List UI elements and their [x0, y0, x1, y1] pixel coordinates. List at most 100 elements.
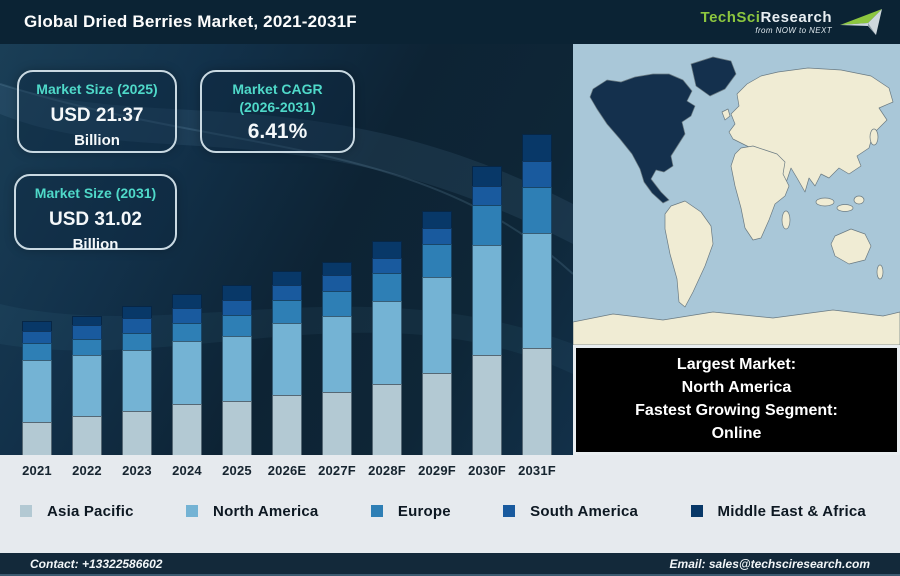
bar-segment-2030F-asia-pacific: [472, 355, 502, 455]
market-cagr-label-line2: (2026-2031): [239, 98, 316, 115]
market-cagr-box: Market CAGR (2026-2031) 6.41%: [200, 70, 355, 153]
bar-segment-2030F-europe: [472, 205, 502, 245]
bar-segment-2031F-north-america: [522, 233, 552, 348]
bar-segment-2025-europe: [222, 315, 252, 336]
bar-segment-2022-asia-pacific: [72, 416, 102, 455]
map-region-antarctica: [573, 309, 900, 345]
bar-cell-2030F: [462, 44, 512, 455]
bar-segment-2028F-north-america: [372, 301, 402, 384]
x-axis-label-2030F: 2030F: [468, 463, 506, 478]
stacked-bar-2028F: [372, 241, 402, 455]
market-size-2025-value: USD 21.37: [50, 104, 144, 126]
bar-segment-2024-europe: [172, 323, 202, 341]
legend-swatch-icon: [186, 505, 199, 517]
bar-cell-2025: [212, 44, 262, 455]
chart-legend: Asia Pacific North America Europe South Ame…: [0, 485, 900, 537]
bar-segment-2023-europe: [122, 333, 152, 350]
bar-cell-2028F: [362, 44, 412, 455]
company-logo: TechSciResearch from NOW to NEXT: [701, 7, 890, 37]
header-bar: Global Dried Berries Market, 2021-2031F …: [0, 0, 900, 44]
stacked-bar-2031F: [522, 134, 552, 455]
stacked-bar-2029F: [422, 211, 452, 455]
market-size-2025-label: Market Size (2025): [36, 81, 158, 97]
bar-segment-2024-middle-east-africa: [172, 294, 202, 308]
bar-segment-2025-asia-pacific: [222, 401, 252, 455]
bar-segment-2021-middle-east-africa: [22, 321, 52, 331]
market-size-2031-label: Market Size (2031): [34, 185, 157, 201]
logo-brand-secondary: Research: [760, 8, 832, 26]
bar-segment-2021-asia-pacific: [22, 422, 52, 455]
logo-brand-primary: TechSci: [700, 8, 761, 26]
bar-segment-2023-north-america: [122, 350, 152, 411]
world-map-image: [573, 44, 900, 345]
bar-cell-2022: [62, 44, 112, 455]
bar-segment-2030F-south-america: [472, 186, 502, 205]
stacked-bar-2022: [72, 316, 102, 455]
contact-phone: Contact: +13322586602: [30, 556, 163, 571]
stacked-bar-2021: [22, 321, 52, 455]
logo-tagline: from NOW to NEXT: [755, 25, 832, 35]
bar-segment-2031F-europe: [522, 187, 552, 233]
logo-brand-text: TechSciResearch: [701, 10, 832, 25]
legend-item-middle-east-africa: Middle East & Africa: [690, 503, 866, 520]
contact-email: Email: sales@techsciresearch.com: [669, 556, 870, 571]
x-axis-label-2026E: 2026E: [267, 463, 307, 478]
bar-cell-2029F: [412, 44, 462, 455]
callout-fastest-segment-label: Fastest Growing Segment:: [635, 402, 838, 419]
map-region-madagascar: [781, 210, 791, 230]
bar-segment-2025-middle-east-africa: [222, 285, 252, 300]
stacked-bar-2027F: [322, 262, 352, 455]
market-cagr-value: 6.41%: [247, 120, 308, 143]
x-axis-label-2024: 2024: [172, 463, 202, 478]
bar-segment-2021-europe: [22, 343, 52, 360]
legend-label: Asia Pacific: [47, 502, 134, 520]
market-size-2031-value: USD 31.02: [49, 208, 142, 230]
legend-label: Europe: [397, 502, 451, 520]
bar-cell-2021: [12, 44, 62, 455]
bar-segment-2024-north-america: [172, 341, 202, 404]
x-axis-labels: 2021 2022 2023 2024 2025 2026E 2027F 2028F 2029F…: [12, 455, 573, 485]
legend-item-south-america: South America: [503, 503, 638, 520]
bar-segment-2029F-middle-east-africa: [422, 211, 452, 228]
bar-segment-2022-north-america: [72, 355, 102, 416]
bar-segment-2022-europe: [72, 339, 102, 355]
bar-segment-2025-south-america: [222, 300, 252, 315]
bar-cell-2023: [112, 44, 162, 455]
footer-bar: Contact: +13322586602 Email: sales@techs…: [0, 553, 900, 576]
legend-item-europe: Europe: [370, 502, 451, 520]
logo-arrow-icon: [840, 9, 882, 35]
callout-largest-market-value: North America: [681, 379, 792, 397]
bar-segment-2026E-south-america: [272, 285, 302, 300]
map-region-africa: [730, 145, 790, 241]
legend-item-north-america: North America: [186, 503, 318, 520]
map-region-japan: [869, 128, 879, 146]
legend-swatch-icon: [20, 505, 32, 517]
bar-segment-2028F-south-america: [372, 258, 402, 273]
stacked-bar-2030F: [472, 166, 502, 455]
market-cagr-label: Market CAGR (2026-2031): [202, 81, 353, 116]
bar-segment-2027F-south-america: [322, 275, 352, 291]
map-region-uk: [721, 108, 731, 121]
market-size-2025-unit: Billion: [74, 131, 120, 149]
world-map: [573, 44, 900, 345]
bar-segment-2028F-middle-east-africa: [372, 241, 402, 258]
market-size-2025-box: Market Size (2025) USD 21.37 Billion: [17, 70, 177, 153]
map-region-indonesia: [815, 197, 835, 207]
market-cagr-label-line1: Market CAGR: [232, 81, 323, 97]
market-size-2031-box: Market Size (2031) USD 31.02 Billion: [14, 174, 177, 253]
x-axis-label-2027F: 2027F: [318, 463, 356, 478]
page-title: Global Dried Berries Market, 2021-2031F: [24, 12, 357, 31]
bar-segment-2026E-middle-east-africa: [272, 271, 302, 285]
bar-segment-2028F-europe: [372, 273, 402, 301]
x-axis-label-2028F: 2028F: [368, 463, 406, 478]
bar-segment-2031F-asia-pacific: [522, 348, 552, 455]
bottom-strip: 2021 2022 2023 2024 2025 2026E 2027F 2028F 2029F…: [0, 455, 900, 553]
stacked-bar-2024: [172, 294, 202, 455]
bar-segment-2023-middle-east-africa: [122, 306, 152, 318]
bar-segment-2023-asia-pacific: [122, 411, 152, 455]
bar-segment-2030F-middle-east-africa: [472, 166, 502, 186]
map-region-south-america: [664, 200, 714, 308]
bar-segment-2026E-asia-pacific: [272, 395, 302, 455]
legend-item-asia-pacific: Asia Pacific: [20, 503, 134, 520]
